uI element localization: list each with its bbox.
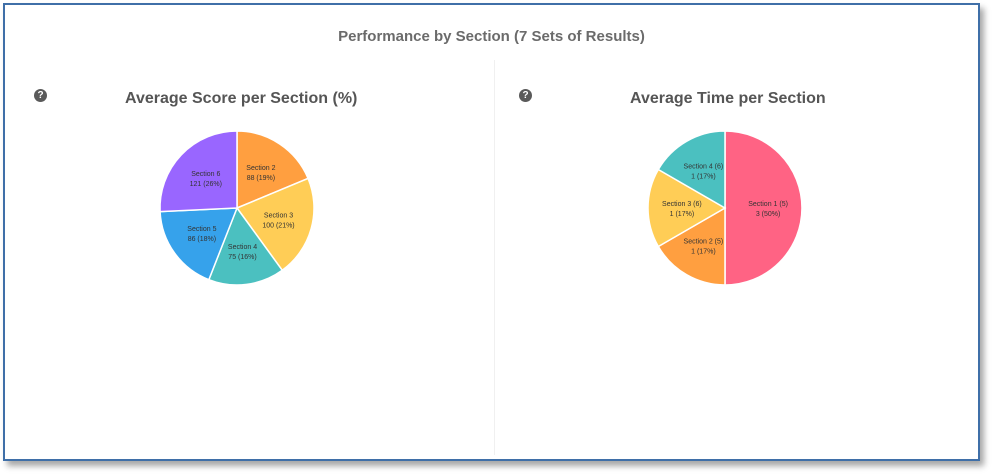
slice-label: Section 2 (5) (684, 238, 724, 245)
slice-value-label: 121 (26%) (190, 181, 222, 188)
slice-label: Section 5 (187, 226, 216, 233)
pie-slice[interactable] (159, 130, 238, 213)
time-pie-chart: Section 1 (5) 3 (50%) Section 2 (5) 1 (17%)… (647, 130, 803, 286)
panel-divider (494, 60, 495, 455)
page-title: Performance by Section (7 Sets of Result… (338, 28, 645, 45)
slice-label: Section 3 (264, 213, 293, 220)
slice-value-label: 88 (19%) (247, 175, 275, 182)
slice-value-label: 3 (50%) (756, 211, 781, 218)
slice-value-label: 75 (16%) (228, 254, 256, 261)
pie-slice[interactable] (724, 130, 803, 286)
performance-card: Performance by Section (7 Sets of Result… (3, 3, 980, 461)
help-icon[interactable]: ? (34, 89, 47, 102)
pie-slice[interactable] (657, 206, 726, 286)
slice-value-label: 100 (21%) (262, 223, 294, 230)
pie-slice[interactable] (657, 130, 726, 210)
pie-slice[interactable] (235, 177, 315, 272)
slice-value-label: 86 (18%) (188, 236, 216, 243)
pie-slice[interactable] (207, 206, 284, 286)
slice-label: Section 6 (191, 171, 220, 178)
slice-label: Section 2 (246, 165, 275, 172)
slice-label: Section 4 (228, 244, 257, 251)
score-pie-chart: Section 2 88 (19%) Section 3 100 (21%) Secti… (159, 130, 315, 286)
time-chart-title: Average Time per Section (630, 90, 826, 107)
slice-value-label: 1 (17%) (670, 211, 695, 218)
slice-value-label: 1 (17%) (691, 174, 716, 181)
slice-label: Section 1 (5) (748, 201, 788, 208)
score-chart-title: Average Score per Section (%) (125, 90, 358, 107)
score-panel: ? Average Score per Section (%) Section … (5, 5, 494, 459)
pie-slice[interactable] (159, 207, 239, 281)
time-panel: ? Average Time per Section Section 1 (5)… (495, 5, 980, 459)
slice-value-label: 1 (17%) (691, 248, 716, 255)
help-icon[interactable]: ? (519, 89, 532, 102)
slice-label: Section 4 (6) (684, 164, 724, 171)
slice-label: Section 3 (6) (662, 201, 702, 208)
pie-slice[interactable] (236, 130, 310, 210)
pie-slice[interactable] (647, 168, 727, 248)
